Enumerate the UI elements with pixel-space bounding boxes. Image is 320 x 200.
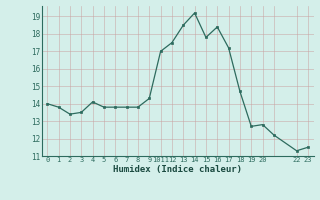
X-axis label: Humidex (Indice chaleur): Humidex (Indice chaleur): [113, 165, 242, 174]
